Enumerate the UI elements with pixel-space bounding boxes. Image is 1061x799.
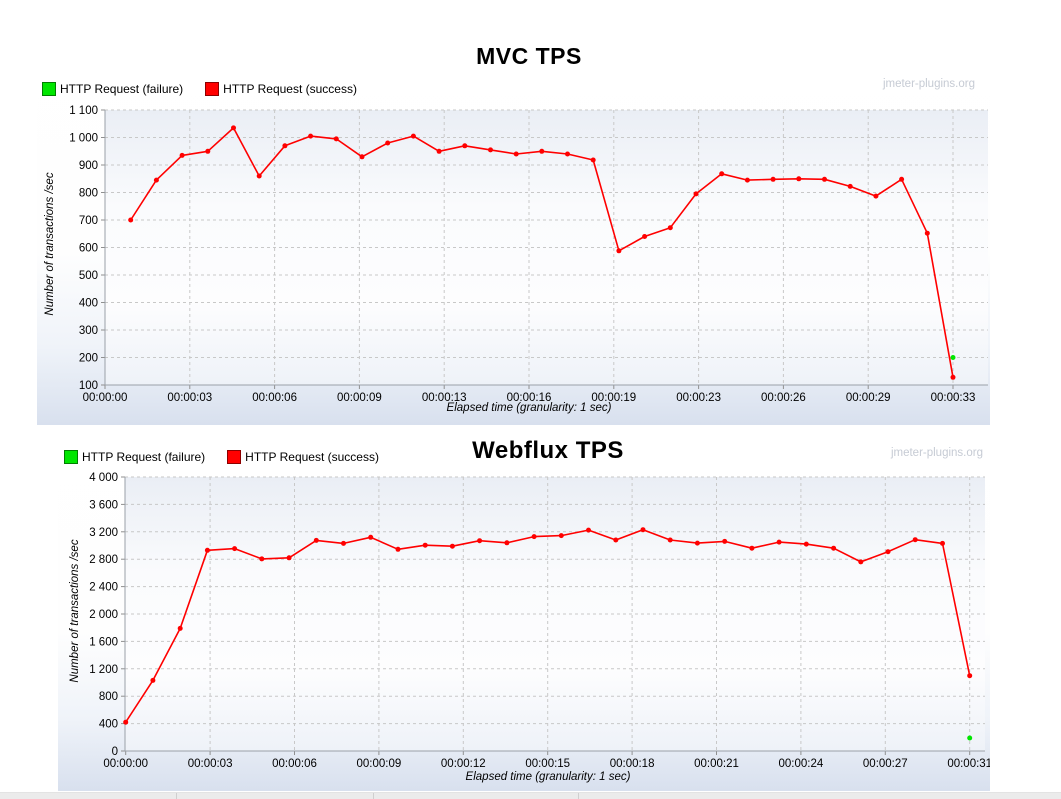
- legend-item-failure: HTTP Request (failure): [64, 450, 205, 464]
- chart-legend: HTTP Request (failure) HTTP Request (suc…: [64, 450, 379, 464]
- svg-text:00:00:06: 00:00:06: [252, 392, 297, 404]
- svg-text:800: 800: [79, 188, 98, 200]
- svg-text:400: 400: [99, 719, 118, 731]
- svg-text:00:00:12: 00:00:12: [441, 758, 486, 770]
- plot-area: 4 000 3 600 3 200 2 800 2 400 2 000 1 600 1 200…: [89, 472, 990, 770]
- series-success: [123, 527, 973, 725]
- cropped-table-strip: [0, 792, 1061, 799]
- success-color-swatch: [205, 82, 220, 96]
- strip-separator: [373, 793, 374, 799]
- svg-text:4 000: 4 000: [89, 472, 118, 484]
- svg-text:00:00:24: 00:00:24: [779, 758, 824, 770]
- svg-text:500: 500: [79, 270, 98, 282]
- svg-text:00:00:18: 00:00:18: [610, 758, 655, 770]
- x-axis-title: Elapsed time (granularity: 1 sec): [446, 402, 612, 414]
- svg-text:00:00:06: 00:00:06: [272, 758, 317, 770]
- failure-color-swatch: [64, 450, 78, 464]
- svg-text:300: 300: [79, 325, 98, 337]
- svg-text:0: 0: [112, 746, 118, 758]
- svg-text:00:00:23: 00:00:23: [676, 392, 721, 404]
- svg-text:2 000: 2 000: [89, 609, 118, 621]
- chart-title: MVC TPS: [476, 43, 582, 69]
- mvc-tps-chart: MVC TPS HTTP Request (failure) HTTP Requ…: [0, 40, 990, 425]
- svg-text:00:00:26: 00:00:26: [761, 392, 806, 404]
- svg-text:00:00:00: 00:00:00: [83, 392, 128, 404]
- success-color-swatch: [227, 450, 242, 464]
- svg-text:1 600: 1 600: [89, 636, 118, 648]
- svg-text:00:00:27: 00:00:27: [863, 758, 908, 770]
- svg-text:900: 900: [79, 160, 98, 172]
- legend-label-failure: HTTP Request (failure): [82, 450, 206, 464]
- svg-text:00:00:31: 00:00:31: [947, 758, 990, 770]
- svg-text:2 800: 2 800: [89, 554, 118, 566]
- svg-text:00:00:09: 00:00:09: [337, 392, 382, 404]
- svg-text:00:00:19: 00:00:19: [591, 392, 636, 404]
- y-grid-and-labels: 4 000 3 600 3 200 2 800 2 400 2 000 1 600 1 200…: [89, 472, 985, 758]
- legend-label-success: HTTP Request (success): [245, 450, 379, 464]
- chart-legend: HTTP Request (failure) HTTP Request (suc…: [42, 82, 357, 96]
- svg-text:100: 100: [79, 380, 98, 392]
- svg-text:00:00:13: 00:00:13: [422, 392, 467, 404]
- x-axis-title: Elapsed time (granularity: 1 sec): [465, 771, 631, 783]
- legend-label-failure: HTTP Request (failure): [60, 82, 184, 96]
- svg-text:800: 800: [99, 691, 118, 703]
- x-grid-and-labels: 00:00:00 00:00:03 00:00:06 00:00:09 00:00:12…: [103, 477, 990, 770]
- svg-text:2 400: 2 400: [89, 582, 118, 594]
- svg-text:00:00:15: 00:00:15: [525, 758, 570, 770]
- jmeter-plugins-watermark: jmeter-plugins.org: [882, 78, 975, 90]
- failure-color-swatch: [42, 82, 56, 96]
- jmeter-plugins-watermark: jmeter-plugins.org: [890, 447, 983, 459]
- legend-item-failure: HTTP Request (failure): [42, 82, 183, 96]
- strip-separator: [176, 793, 177, 799]
- svg-text:1 200: 1 200: [89, 664, 118, 676]
- svg-text:00:00:00: 00:00:00: [103, 758, 148, 770]
- legend-item-success: HTTP Request (success): [205, 82, 357, 96]
- svg-text:00:00:09: 00:00:09: [357, 758, 402, 770]
- plot-background: [105, 110, 988, 385]
- svg-text:00:00:29: 00:00:29: [846, 392, 891, 404]
- chart-title: Webflux TPS: [472, 437, 624, 464]
- svg-text:600: 600: [79, 243, 98, 255]
- series-success: [128, 125, 956, 380]
- svg-text:3 200: 3 200: [89, 527, 118, 539]
- svg-text:1 000: 1 000: [69, 133, 98, 145]
- strip-separator: [578, 793, 579, 799]
- x-grid-and-labels: 00:00:00 00:00:03 00:00:06 00:00:09 00:00:13…: [83, 110, 976, 404]
- svg-text:00:00:21: 00:00:21: [694, 758, 739, 770]
- legend-label-success: HTTP Request (success): [223, 82, 357, 96]
- series-failure: [967, 735, 973, 741]
- series-failure: [950, 355, 956, 360]
- svg-text:3 600: 3 600: [89, 499, 118, 511]
- svg-text:200: 200: [79, 353, 98, 365]
- legend-item-success: HTTP Request (success): [227, 450, 379, 464]
- svg-text:00:00:33: 00:00:33: [931, 392, 976, 404]
- y-grid-and-labels: 1 100 1 000 900 800 700 600 500 400 300 200 100: [69, 105, 988, 392]
- svg-text:00:00:03: 00:00:03: [167, 392, 212, 404]
- svg-text:00:00:03: 00:00:03: [188, 758, 233, 770]
- svg-text:400: 400: [79, 298, 98, 310]
- svg-text:1 100: 1 100: [69, 105, 98, 117]
- svg-text:700: 700: [79, 215, 98, 227]
- svg-text:00:00:16: 00:00:16: [507, 392, 552, 404]
- webflux-tps-chart: Webflux TPS HTTP Request (failure) HTTP …: [0, 435, 990, 791]
